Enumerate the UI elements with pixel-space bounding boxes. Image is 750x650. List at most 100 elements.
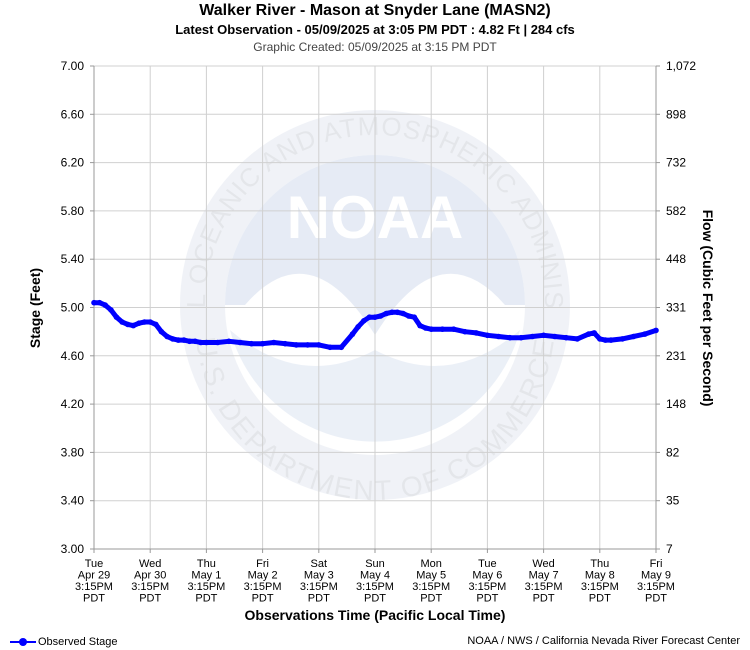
- observed-stage-point: [102, 302, 108, 308]
- x-tick-line: May 9: [641, 570, 671, 582]
- y2-tick-label: 1,072: [666, 59, 696, 73]
- x-tick-line: 3:15PM: [75, 581, 113, 593]
- x-tick-line: 3:15PM: [581, 581, 619, 593]
- x-tick-line: 3:15PM: [412, 581, 450, 593]
- x-tick-label: Mon May 5 3:15PM PDT: [412, 558, 450, 605]
- observed-stage-point: [372, 314, 378, 321]
- observed-stage-point: [186, 338, 193, 345]
- x-tick-label: Wed May 7 3:15PM PDT: [525, 558, 563, 605]
- observed-stage-point: [361, 318, 367, 324]
- observed-stage-point: [130, 322, 137, 329]
- x-tick-label: Fri May 2 3:15PM PDT: [244, 558, 282, 605]
- x-tick-label: Tue Apr 29 3:15PM PDT: [75, 558, 113, 605]
- observed-stage-point: [271, 339, 277, 346]
- observed-stage-point: [495, 333, 502, 340]
- observed-stage-point: [563, 334, 569, 341]
- y2-tick-label: 148: [666, 397, 686, 411]
- observed-stage-point: [540, 332, 547, 339]
- x-tick-line: 3:15PM: [131, 581, 169, 593]
- x-axis-label: Observations Time (Pacific Local Time): [245, 607, 506, 623]
- y-tick-label: 3.80: [61, 445, 85, 459]
- y2-tick-label: 82: [666, 445, 680, 459]
- x-tick-line: May 4: [360, 570, 390, 582]
- y-tick-label: 7.00: [61, 59, 85, 73]
- observed-stage-point: [96, 299, 103, 306]
- observed-stage-point: [108, 307, 114, 313]
- credit: NOAA / NWS / California Nevada River For…: [467, 635, 740, 647]
- observed-stage-line: [91, 300, 659, 350]
- observed-stage-point: [518, 334, 524, 341]
- observed-stage-point: [282, 340, 288, 347]
- observed-stage-point: [428, 326, 435, 333]
- observed-stage-point: [602, 337, 609, 343]
- chart-title: Walker River - Mason at Snyder Lane (MAS…: [199, 2, 551, 19]
- observed-stage-point: [411, 314, 418, 321]
- observed-stage-point: [158, 328, 165, 335]
- x-tick-label: Fri May 9 3:15PM PDT: [637, 558, 675, 605]
- observed-stage-point: [591, 330, 597, 336]
- legend-label: Observed Stage: [38, 636, 118, 648]
- observed-stage-point: [226, 338, 232, 345]
- x-tick-line: May 2: [248, 570, 278, 582]
- observed-stage-point: [169, 336, 176, 342]
- x-tick-label: Thu May 8 3:15PM PDT: [581, 558, 619, 605]
- x-tick-label: Sun May 4 3:15PM PDT: [356, 558, 394, 605]
- x-tick-line: PDT: [83, 593, 105, 605]
- x-tick-line: May 1: [191, 570, 221, 582]
- observed-stage-point: [507, 334, 513, 341]
- x-tick-line: PDT: [195, 593, 217, 605]
- x-tick-line: Apr 29: [78, 570, 110, 582]
- noaa-watermark-logo: NOAA NATIONAL OCEANIC AND ATMOSPHERIC AD…: [0, 0, 570, 506]
- observed-stage-point: [484, 332, 491, 339]
- y-tick-label: 4.20: [61, 397, 85, 411]
- observed-stage-point: [439, 326, 446, 333]
- observed-stage-point: [203, 339, 210, 346]
- observed-stage-point: [597, 336, 603, 342]
- observed-stage-point: [91, 299, 97, 306]
- observed-stage-point: [153, 321, 159, 328]
- y2-axis-label: Flow (Cubic Feet per Second): [700, 210, 716, 407]
- observed-stage-point: [124, 321, 131, 328]
- observed-stage-point: [383, 310, 390, 317]
- x-tick-label: Thu May 1 3:15PM PDT: [187, 558, 225, 605]
- observed-stage-point: [349, 331, 356, 337]
- y2-tick-label: 7: [666, 542, 673, 556]
- y-tick-label: 5.00: [61, 301, 85, 315]
- observed-stage-point: [630, 333, 637, 340]
- observed-stage-point: [259, 340, 266, 347]
- x-tick-line: May 6: [472, 570, 502, 582]
- grid-lines: [93, 65, 657, 550]
- x-tick-line: Wed: [139, 558, 161, 570]
- observed-stage-point: [394, 309, 401, 316]
- observed-stage-point: [293, 342, 300, 348]
- x-tick-line: PDT: [533, 593, 555, 605]
- observed-stage-point: [608, 337, 614, 343]
- observed-stage-point: [214, 339, 221, 346]
- observed-stage-point: [473, 330, 480, 336]
- x-tick-line: 3:15PM: [244, 581, 282, 593]
- x-tick-line: PDT: [476, 593, 498, 605]
- series-layer: [91, 299, 659, 351]
- x-tick-line: Wed: [532, 558, 554, 570]
- observed-stage-point: [141, 319, 148, 325]
- observed-stage-point: [366, 314, 373, 321]
- x-tick-line: Tue: [85, 558, 104, 570]
- x-tick-line: May 5: [416, 570, 446, 582]
- observed-stage-point: [619, 336, 626, 342]
- observed-stage-point: [574, 336, 581, 342]
- observed-stage-point: [422, 325, 429, 331]
- y2-tick-label: 231: [666, 349, 686, 363]
- axes: 3.00 7 3.40 35 3.80 82 4.20 148 4.60 231 5.00 331 5.…: [61, 59, 697, 605]
- x-tick-line: PDT: [364, 593, 386, 605]
- observed-stage-point: [113, 314, 120, 321]
- observed-stage-point: [248, 340, 255, 347]
- y-axis-label: Stage (Feet): [27, 268, 43, 348]
- y-tick-label: 6.20: [61, 156, 85, 170]
- x-tick-line: Fri: [650, 558, 663, 570]
- y2-tick-label: 582: [666, 204, 686, 218]
- observed-stage-point: [316, 342, 322, 348]
- graphic-created: Graphic Created: 05/09/2025 at 3:15 PM P…: [253, 40, 497, 54]
- observed-stage-point: [136, 320, 142, 327]
- latest-observation: Latest Observation - 05/09/2025 at 3:05 …: [175, 22, 575, 37]
